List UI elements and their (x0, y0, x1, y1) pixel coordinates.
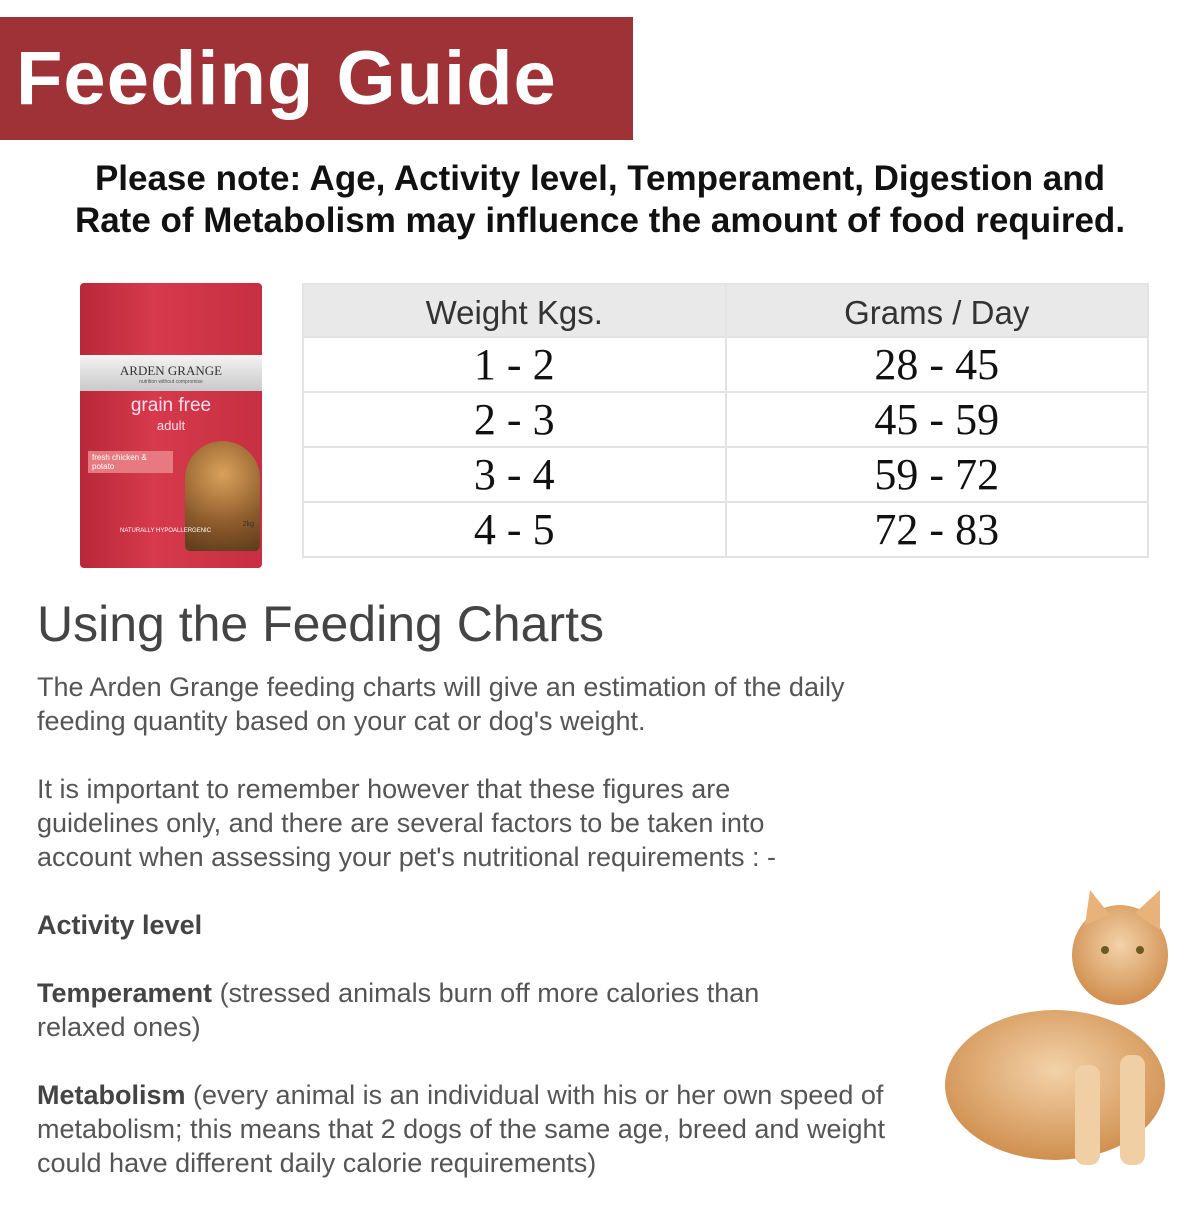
metabolism-label: Metabolism (37, 1080, 186, 1110)
note-line-1: Please note: Age, Activity level, Temper… (94, 159, 1106, 198)
table-header: Weight Kgs. Grams / Day (302, 283, 1149, 338)
table-row: 1 - 2 28 - 45 (302, 336, 1149, 393)
weight-cell: 4 - 5 (302, 501, 727, 558)
temperament-text: (stressed animals burn off more calories… (37, 978, 760, 1042)
bag-name: grain free (130, 395, 212, 416)
table-row: 4 - 5 72 - 83 (302, 501, 1149, 558)
section-body: The Arden Grange feeding charts will giv… (37, 670, 937, 1214)
bag-variant: adult (156, 418, 186, 433)
factor-activity: Activity level (37, 908, 937, 942)
metabolism-text: (every animal is an individual with his … (37, 1080, 885, 1178)
grams-cell: 45 - 59 (724, 391, 1149, 448)
activity-label: Activity level (37, 910, 203, 940)
section-title: Using the Feeding Charts (37, 596, 604, 652)
paragraph-intro: The Arden Grange feeding charts will giv… (37, 672, 845, 736)
bag-weight: 2kg (242, 521, 254, 528)
bag-brand: ARDEN GRANGE (119, 363, 223, 378)
grams-cell: 72 - 83 (724, 501, 1149, 558)
temperament-label: Temperament (37, 978, 213, 1008)
bag-flavour: fresh chicken & potato (88, 451, 173, 473)
header-grams: Grams / Day (724, 283, 1149, 338)
factor-temperament: Temperament (stressed animals burn off m… (37, 976, 837, 1044)
table-row: 2 - 3 45 - 59 (302, 391, 1149, 448)
header-weight: Weight Kgs. (302, 283, 727, 338)
note-line-2: Rate of Metabolism may influence the amo… (74, 201, 1126, 240)
grams-cell: 28 - 45 (724, 336, 1149, 393)
weight-cell: 1 - 2 (302, 336, 727, 393)
weight-cell: 2 - 3 (302, 391, 727, 448)
product-bag-image: ARDEN GRANGE nutrition without compromis… (80, 283, 262, 568)
bag-claim: NATURALLY HYPOALLERGENIC (120, 528, 212, 534)
cat-photo (945, 890, 1168, 1165)
bag-label: ARDEN GRANGE nutrition without compromis… (80, 355, 262, 391)
feeding-table: Weight Kgs. Grams / Day 1 - 2 28 - 45 2 -… (302, 283, 1149, 558)
paragraph-guidelines: It is important to remember however that… (37, 774, 777, 872)
weight-cell: 3 - 4 (302, 446, 727, 503)
banner-title: Feeding Guide (0, 17, 633, 140)
grams-cell: 59 - 72 (724, 446, 1149, 503)
factor-metabolism: Metabolism (every animal is an individua… (37, 1078, 887, 1180)
bag-tagline: nutrition without compromise (139, 379, 203, 385)
bag-cat-image (185, 441, 260, 551)
note: Please note: Age, Activity level, Temper… (0, 158, 1200, 242)
table-row: 3 - 4 59 - 72 (302, 446, 1149, 503)
